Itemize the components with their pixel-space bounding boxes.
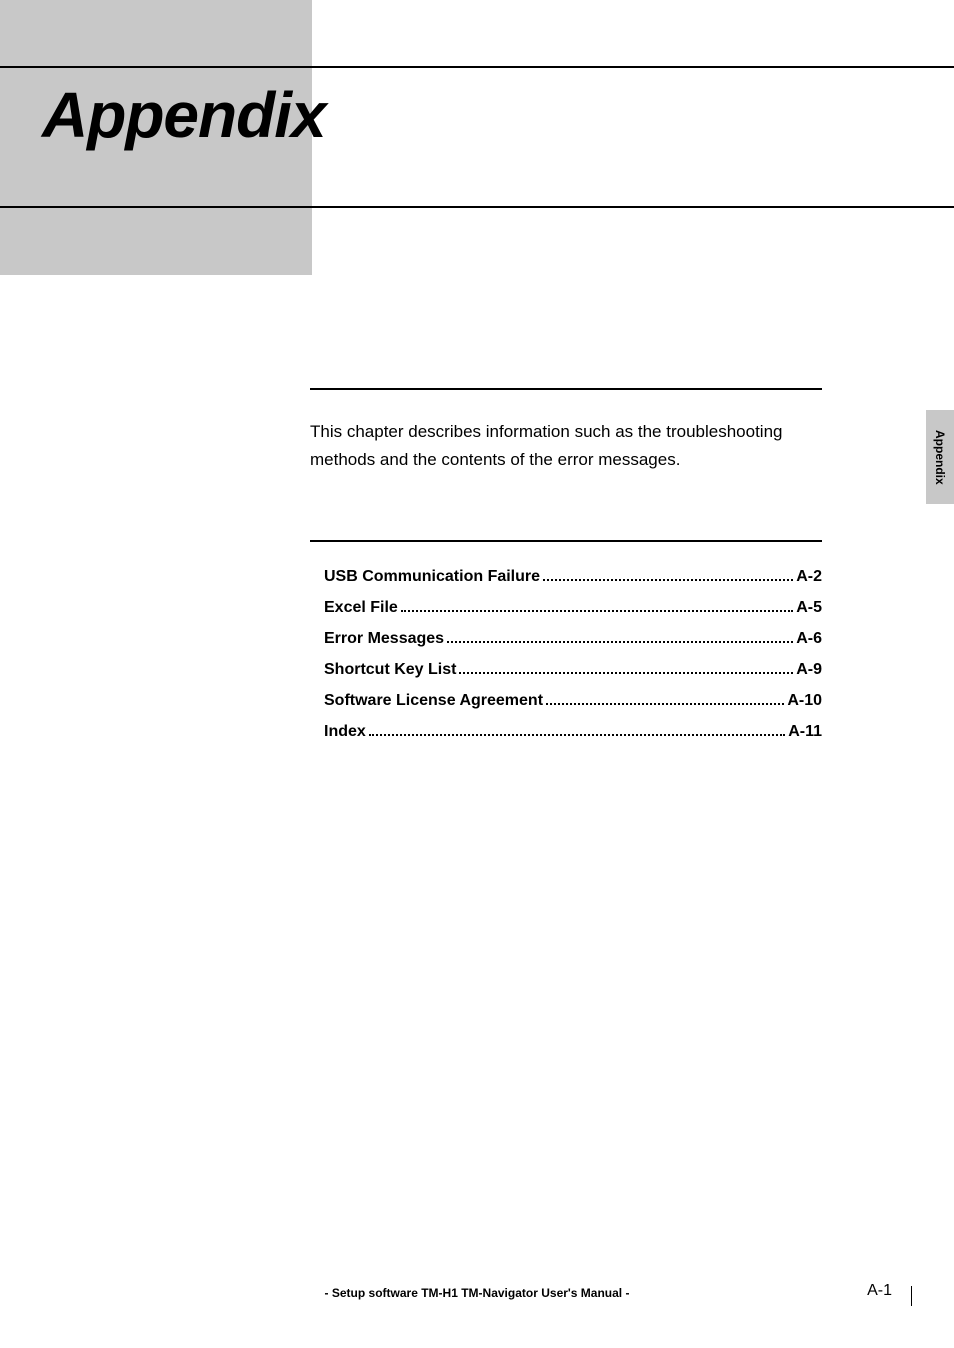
toc-page: A-10	[787, 692, 822, 710]
footer: - Setup software TM-H1 TM-Navigator User…	[0, 1286, 954, 1300]
toc-page: A-2	[796, 568, 822, 586]
footer-page-number: A-1	[867, 1282, 892, 1300]
intro-block: This chapter describes information such …	[310, 388, 822, 474]
toc-label: Error Messages	[324, 630, 444, 648]
toc-leader-dots	[546, 703, 784, 705]
title-rule-bottom	[0, 206, 954, 208]
toc-page: A-5	[796, 599, 822, 617]
toc-leader-dots	[447, 641, 793, 643]
title-rule-top	[0, 66, 954, 68]
toc-label: Software License Agreement	[324, 692, 543, 710]
toc-page: A-11	[788, 723, 822, 741]
intro-rule	[310, 388, 822, 390]
toc-item[interactable]: USB Communication Failure A-2	[324, 568, 822, 586]
intro-text: This chapter describes information such …	[310, 418, 822, 474]
toc-item[interactable]: Index A-11	[324, 723, 822, 741]
toc-label: USB Communication Failure	[324, 568, 540, 586]
toc-leader-dots	[369, 734, 785, 736]
toc-leader-dots	[459, 672, 793, 674]
page: Appendix This chapter describes informat…	[0, 0, 954, 1348]
toc-item[interactable]: Error Messages A-6	[324, 630, 822, 648]
toc-rule	[310, 540, 822, 542]
toc-label: Index	[324, 723, 366, 741]
footer-tick-mark	[911, 1286, 912, 1306]
chapter-title: Appendix	[42, 78, 326, 152]
toc-list: USB Communication Failure A-2 Excel File…	[310, 568, 822, 741]
toc-item[interactable]: Software License Agreement A-10	[324, 692, 822, 710]
toc-page: A-6	[796, 630, 822, 648]
side-tab[interactable]: Appendix	[926, 410, 954, 504]
toc-leader-dots	[543, 579, 793, 581]
toc-block: USB Communication Failure A-2 Excel File…	[310, 540, 822, 754]
toc-page: A-9	[796, 661, 822, 679]
toc-item[interactable]: Excel File A-5	[324, 599, 822, 617]
side-tab-label: Appendix	[933, 430, 947, 485]
toc-label: Shortcut Key List	[324, 661, 456, 679]
toc-leader-dots	[401, 610, 793, 612]
footer-center-text: - Setup software TM-H1 TM-Navigator User…	[0, 1286, 954, 1300]
toc-item[interactable]: Shortcut Key List A-9	[324, 661, 822, 679]
toc-label: Excel File	[324, 599, 398, 617]
